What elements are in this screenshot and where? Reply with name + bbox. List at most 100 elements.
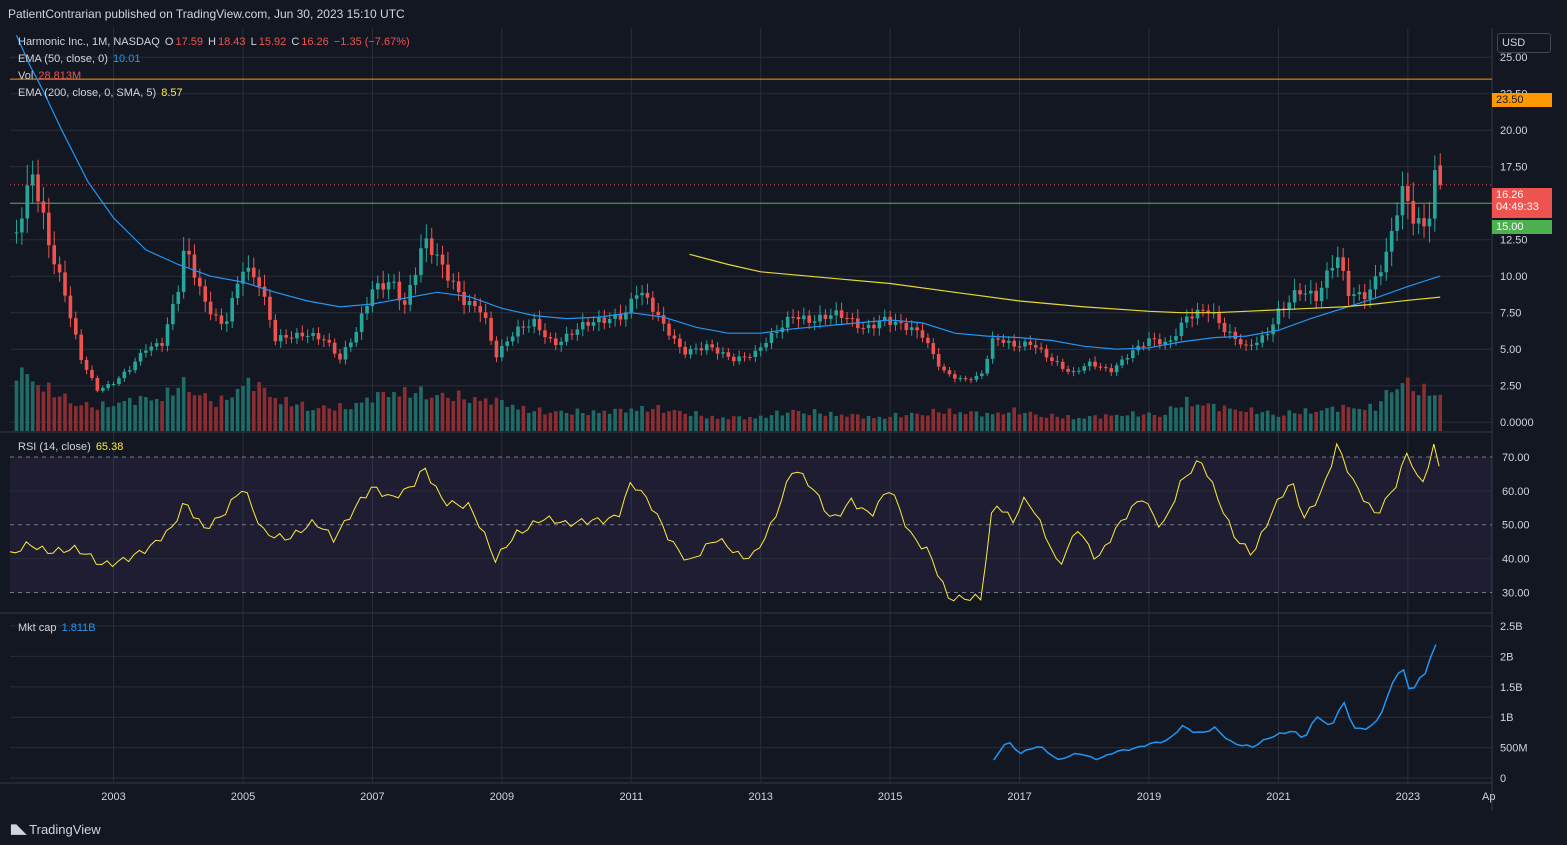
candle-body [84, 359, 89, 370]
volume-bar [14, 380, 19, 431]
candle-body [521, 326, 526, 328]
volume-bar [1362, 409, 1367, 431]
volume-bar [694, 411, 698, 431]
mktcap-value: 1.811B [61, 622, 96, 634]
volume-bar [36, 384, 40, 431]
candle-body [1071, 371, 1076, 373]
candle-body [629, 298, 634, 313]
candle-body [370, 289, 375, 307]
volume-bar [553, 411, 558, 431]
volume-bar [699, 415, 704, 431]
rsi-legend[interactable]: RSI (14, close) 65.38 [18, 441, 125, 453]
close-value: 16.26 [301, 36, 329, 48]
volume-bar [1400, 383, 1405, 431]
volume-bar [645, 411, 650, 431]
candle-body [866, 324, 871, 329]
candle-body [850, 318, 855, 320]
volume-bar [235, 388, 240, 431]
candle-body [1104, 367, 1108, 369]
volume-bar [850, 413, 855, 431]
candle-body [791, 316, 795, 318]
candle-body [796, 316, 801, 320]
candle-body [224, 321, 229, 324]
candle-body [494, 340, 499, 358]
volume-bar [435, 395, 439, 431]
candle-body [1152, 338, 1157, 340]
volume-bar [257, 382, 261, 431]
volume-bar [1292, 413, 1297, 431]
candle-body [564, 333, 569, 342]
volume-bar [289, 406, 294, 431]
candle-body [1346, 270, 1351, 296]
candle-body [500, 345, 504, 358]
volume-bar [1125, 415, 1130, 431]
mktcap-legend[interactable]: Mkt cap 1.811B [18, 622, 98, 634]
ema200-legend[interactable]: EMA (200, close, 0, SMA, 5) 8.57 [18, 87, 185, 99]
x-tick-label: 2011 [619, 791, 643, 803]
rsi-tick-label: 30.00 [1502, 587, 1530, 599]
candle-body [1179, 322, 1184, 337]
volume-bar [915, 413, 919, 431]
low-value: 15.92 [258, 36, 287, 48]
tradingview-logo[interactable]: ▮◣ TradingView [10, 821, 101, 837]
candle-body [753, 350, 758, 357]
main-legend[interactable]: Harmonic Inc., 1M, NASDAQ O 17.59 H 18.43 … [18, 36, 412, 48]
volume-bar [1271, 414, 1275, 431]
candle-body [440, 254, 445, 265]
volume-bar [570, 414, 574, 431]
candle-body [1352, 294, 1356, 296]
volume-bar [1282, 415, 1286, 431]
volume-bar [1152, 415, 1157, 431]
vol-legend[interactable]: Vol 28.813M [18, 70, 83, 82]
volume-bar [1012, 407, 1016, 431]
candle-body [634, 295, 639, 299]
volume-bar [866, 415, 871, 431]
candle-body [1125, 358, 1130, 360]
candle-body [1255, 342, 1259, 346]
candle-body [651, 297, 655, 312]
candle-body [807, 315, 812, 323]
volume-bar [467, 403, 472, 431]
candle-body [117, 378, 121, 384]
candle-body [731, 356, 736, 362]
candle-body [1233, 331, 1238, 339]
volume-bar [791, 409, 795, 431]
volume-bar [785, 412, 790, 431]
candle-body [1416, 218, 1421, 224]
candle-body [36, 174, 40, 202]
candle-body [1023, 341, 1027, 347]
x-tick-label: 2013 [748, 791, 772, 803]
candle-body [273, 319, 278, 342]
candle-body [467, 300, 472, 306]
candle-body [532, 318, 537, 327]
volume-bar [764, 417, 768, 431]
volume-bar [1206, 403, 1211, 431]
price-tick-label: 7.50 [1500, 308, 1521, 320]
candle-body [235, 283, 240, 299]
candle-body [381, 283, 385, 290]
candle-body [1006, 340, 1011, 343]
candle-body [1384, 251, 1389, 273]
candle-body [936, 354, 941, 367]
candle-body [149, 346, 154, 351]
candle-body [144, 350, 148, 353]
volume-bar [446, 397, 450, 431]
ema50-legend[interactable]: EMA (50, close, 0) 10.01 [18, 53, 142, 65]
volume-bar [1422, 383, 1426, 431]
volume-bar [79, 405, 83, 431]
volume-bar [656, 404, 661, 431]
volume-bar [365, 397, 369, 431]
currency-button[interactable]: USD [1497, 33, 1551, 53]
candle-body [251, 267, 256, 278]
candle-body [704, 344, 709, 351]
volume-bar [456, 390, 461, 431]
candle-body [354, 332, 359, 343]
candle-body [171, 303, 175, 325]
volume-bar [1389, 392, 1394, 431]
volume-bar [381, 391, 385, 431]
candle-body [785, 316, 790, 328]
volume-bar [726, 419, 731, 431]
volume-bar [203, 393, 208, 431]
volume-bar [284, 396, 288, 431]
